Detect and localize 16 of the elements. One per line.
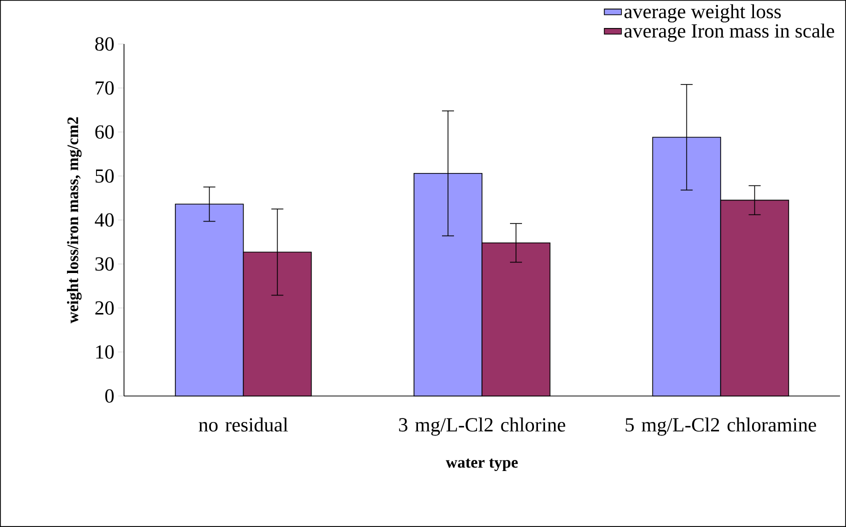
y-tick-label: 10 [96,345,114,359]
y-tick-label: 30 [95,257,114,271]
y-tick-label: 20 [95,301,114,315]
y-tick-label: 40 [94,213,114,227]
legend-label: average Iron mass in scale [624,24,834,42]
y-tick-label: 50 [96,169,114,183]
y-tick-label: 70 [96,81,114,95]
x-tick-label: 5 mg/L-Cl2 chloramine [626,418,816,436]
x-axis-title: water type [446,458,518,472]
x-tick-label: 3 mg/L-Cl2 chlorine [399,418,566,436]
y-axis-title: weight loss/iron mass, mg/cm2 [66,117,82,324]
y-tick-label: 80 [95,37,114,51]
legend-label: average weight loss [624,4,781,22]
x-tick-label: no residual [198,418,288,432]
y-tick-label: 60 [95,125,114,139]
y-tick-label: 0 [105,389,114,403]
